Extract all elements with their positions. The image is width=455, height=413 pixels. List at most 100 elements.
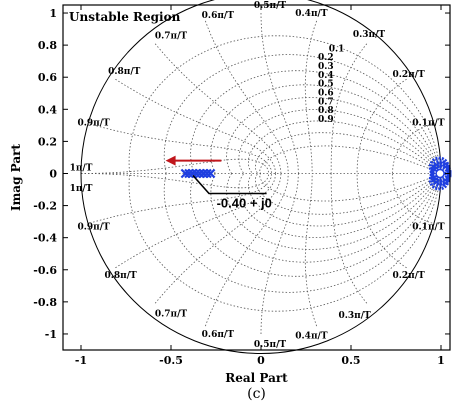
damping-label: 0.3 [318, 62, 334, 72]
frequency-line [115, 78, 276, 174]
pole-marker-x [205, 168, 216, 179]
damping-label: 0.2 [318, 53, 334, 63]
y-tick-label: 0.6 [38, 71, 57, 84]
damping-label: 0.8 [318, 106, 334, 116]
frequency-line [260, 173, 299, 334]
damping-line [210, 173, 442, 263]
frequency-label: 0.5π/T [254, 1, 287, 11]
damping-line [255, 132, 442, 174]
x-tick-label: 0 [257, 354, 265, 367]
frequency-label: 0.1π/T [412, 118, 445, 128]
x-tick-label: -0.5 [159, 354, 183, 367]
damping-line [190, 173, 442, 277]
damping-label: 0.5 [318, 80, 334, 90]
damping-line [259, 173, 442, 202]
y-tick-label: -0.2 [33, 200, 57, 213]
axis-ticks: -1 -0.5 0 0.5 1-1-0.8-0.6-0.4-0.200.20.40.60… [33, 5, 450, 367]
frequency-line [89, 173, 272, 224]
annotation-leader [192, 174, 267, 195]
y-tick-label: -0.4 [33, 232, 57, 245]
frequency-label: 0.2π/T [392, 70, 425, 80]
frequency-line [89, 123, 272, 174]
frequency-label: 1π/T [70, 163, 93, 173]
frequency-line [356, 78, 407, 174]
frequency-label: 0.1π/T [412, 223, 445, 233]
frequency-line [392, 123, 433, 174]
frequency-label: 1π/T [70, 184, 93, 194]
damping-line [238, 173, 442, 238]
annotation-label: -0.40 + j0 [217, 196, 272, 211]
y-tick-label: -1 [45, 328, 57, 341]
figure-caption: (c) [247, 386, 266, 402]
damping-line [226, 173, 442, 250]
damping-line [238, 109, 442, 174]
frequency-label: 0.9π/T [77, 118, 110, 128]
damping-label: 0.7 [318, 97, 334, 107]
y-tick-label: 0.8 [38, 39, 57, 52]
damping-line [226, 97, 442, 174]
damping-label: 0.1 [329, 44, 345, 54]
y-tick-label: -0.6 [33, 264, 57, 277]
damping-line [190, 70, 442, 174]
frequency-label: 0.3π/T [338, 311, 371, 321]
x-axis-title: Real Part [225, 371, 288, 385]
x-tick-label: 1 [437, 354, 445, 367]
direction-arrow-head [165, 155, 176, 166]
frequency-line [330, 43, 368, 174]
y-tick-label: 0 [49, 167, 57, 180]
pole-marker-x [202, 168, 212, 179]
frequency-label: 0.4π/T [295, 9, 328, 19]
y-axis-title: Imag Part [9, 144, 23, 211]
frequency-line [356, 173, 407, 269]
damping-label: 0.6 [318, 88, 334, 98]
y-tick-label: -0.8 [33, 296, 57, 309]
frequency-label: 0.8π/T [108, 67, 141, 77]
data-series [180, 156, 452, 191]
frequency-label: 0.2π/T [392, 271, 425, 281]
frequency-label: 0.7π/T [155, 309, 188, 319]
frequency-line [205, 20, 289, 174]
pole-marker-x [180, 168, 191, 179]
frequency-line [304, 173, 317, 327]
frequency-label: 0.6π/T [202, 11, 235, 21]
unit-circle [80, 0, 442, 354]
damping-line [259, 145, 442, 174]
annotation-group: -0.40 + j0 [165, 155, 272, 211]
pole-marker-x [184, 168, 194, 179]
damping-line [128, 35, 442, 174]
frequency-line [81, 173, 270, 189]
zgrid-lines [81, 13, 442, 334]
frequency-label: 0.9π/T [77, 223, 110, 233]
zero-marker-center [435, 168, 445, 179]
frequency-line [260, 13, 299, 174]
damping-line [248, 120, 442, 174]
frequency-line [115, 173, 276, 269]
unstable-region-label: Unstable Region [69, 10, 181, 24]
x-tick-label: -1 [75, 354, 87, 367]
frequency-label: 0.5π/T [254, 340, 287, 350]
frequency-line [304, 20, 317, 174]
zgrid-labels: 0.1π/T 0.1π/T 0.2π/T 0.2π/T 0.3π/T 0.3π/T 0.4π… [70, 1, 445, 350]
pole-marker-x [198, 168, 209, 179]
damping-line [255, 173, 442, 215]
damping-line [248, 173, 442, 227]
frequency-label: 0.3π/T [353, 30, 386, 40]
frequency-line [154, 43, 282, 174]
frequency-line [392, 173, 433, 224]
pole-marker-x [187, 168, 198, 179]
frequency-line [81, 158, 270, 174]
x-tick-label: 0.5 [341, 354, 360, 367]
frequency-label: 0.4π/T [295, 332, 328, 342]
frequency-label: 0.8π/T [104, 271, 137, 281]
damping-line [128, 173, 442, 312]
plot-frame [62, 4, 451, 351]
frequency-label: 0.6π/T [202, 330, 235, 340]
y-tick-label: 0.4 [38, 103, 57, 116]
frequency-label: 0.7π/T [155, 32, 188, 42]
damping-label: 0.9 [318, 115, 334, 125]
y-tick-label: 0.2 [38, 135, 57, 148]
frequency-line [330, 173, 368, 304]
pole-marker-x [195, 168, 205, 179]
y-tick-label: 1 [49, 7, 57, 20]
